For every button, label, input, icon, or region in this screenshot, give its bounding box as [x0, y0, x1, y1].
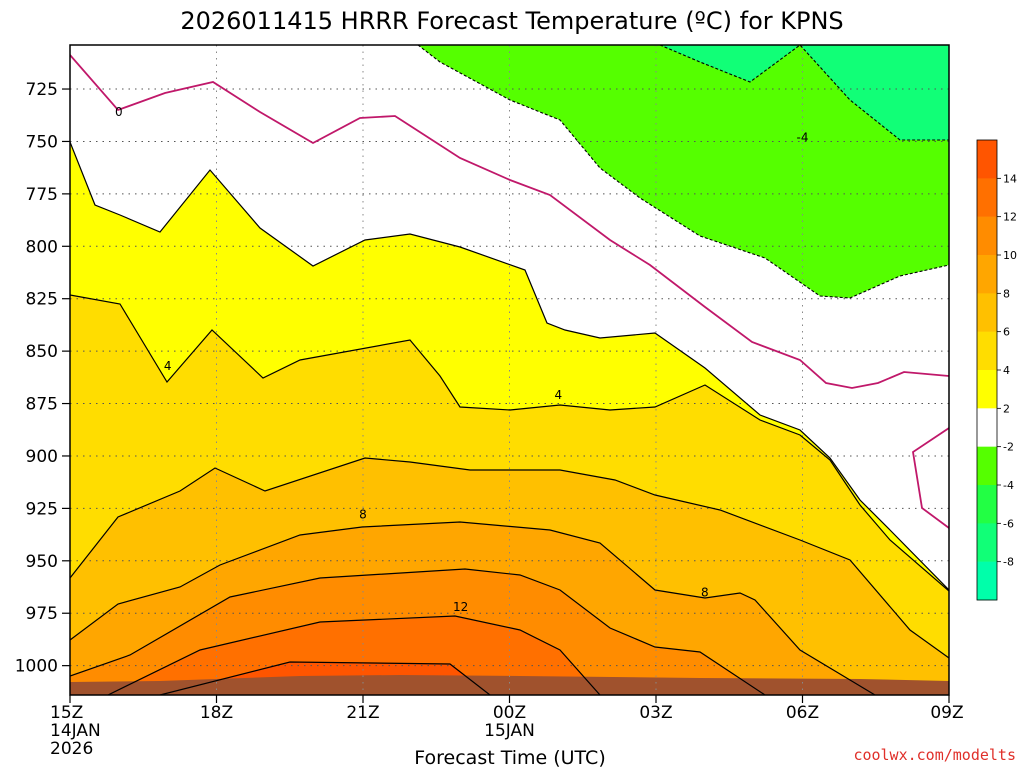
y-tick-label: 725 — [26, 80, 58, 100]
colorbar-tick-label: -6 — [1003, 517, 1014, 530]
colorbar-tick-label: -2 — [1003, 441, 1014, 454]
contour-labels: 0 4 4 8 12 8 -4 — [115, 105, 808, 614]
y-tick-label: 800 — [26, 237, 58, 257]
x-axis-label: Forecast Time (UTC) — [414, 747, 605, 768]
colorbar-tick-label: 8 — [1003, 287, 1010, 300]
x-tick-label: 15Z — [50, 703, 83, 723]
colorbar-swatch — [977, 408, 997, 447]
contour-line-zero — [70, 54, 949, 389]
y-tick-label: 850 — [26, 342, 58, 362]
y-tick-label: 750 — [26, 132, 58, 152]
x-tick-label: 09Z — [930, 703, 963, 723]
colorbar-swatch — [977, 178, 997, 217]
x-tick-label: 21Z — [346, 703, 379, 723]
x-tick-label: 00Z — [493, 703, 526, 723]
colorbar-tick-label: -4 — [1003, 479, 1014, 492]
y-tick-label: 975 — [26, 604, 58, 624]
fill-tn4 — [418, 45, 949, 298]
colorbar-swatch — [977, 485, 997, 524]
colorbar-tick-label: -8 — [1003, 556, 1014, 569]
y-tick-label: 825 — [26, 290, 58, 310]
x-tick-sublabel: 15JAN — [484, 721, 535, 741]
x-tick-sublabel: 14JAN — [50, 721, 101, 741]
contour-label: 4 — [555, 388, 563, 402]
colorbar: 14 12 10 8 6 4 2 -2 -4 -6 -8 — [976, 139, 1017, 601]
colorbar-swatch — [977, 331, 997, 371]
colorbar-swatch — [977, 370, 997, 409]
x-tick-label: 06Z — [786, 703, 819, 723]
colorbar-swatch — [977, 293, 997, 332]
contour-line-t2 — [70, 141, 949, 591]
colorbar-tick-label: 14 — [1003, 172, 1017, 185]
x-tick-label: 03Z — [639, 703, 672, 723]
ground-terrain — [70, 675, 949, 695]
colorbar-swatch — [977, 446, 997, 486]
contour-line-t10 — [70, 568, 766, 695]
credit-text: coolwx.com/modelts — [853, 746, 1016, 764]
y-tick-label: 925 — [26, 499, 58, 519]
chart-title: 2026011415 HRRR Forecast Temperature (ºC… — [180, 7, 843, 35]
y-tick-label: 875 — [26, 395, 58, 415]
contour-line-zero-b — [912, 427, 949, 529]
contour-line-tn6 — [659, 45, 949, 141]
contour-line-t12 — [107, 615, 601, 695]
contour-line-t8 — [70, 521, 876, 695]
colorbar-tick-label: 6 — [1003, 326, 1010, 339]
y-tick-label: 1000 — [15, 657, 58, 677]
y-tick-label: 900 — [26, 447, 58, 467]
colorbar-tick-label: 12 — [1003, 211, 1017, 224]
contour-label: 4 — [164, 359, 172, 373]
y-tick-label: 775 — [26, 185, 58, 205]
contour-line-t4 — [70, 294, 949, 592]
x-tick-label: 18Z — [200, 703, 233, 723]
contour-line-t6 — [70, 457, 949, 659]
y-tick-label: 950 — [26, 552, 58, 572]
contour-label: 8 — [701, 585, 709, 599]
colorbar-tick-label: 4 — [1003, 364, 1010, 377]
fill-t12 — [108, 616, 600, 695]
colorbar-tick-label: 2 — [1003, 402, 1010, 415]
contour-line-t14 — [159, 661, 491, 695]
colorbar-swatch — [977, 255, 997, 294]
colorbar-swatch — [977, 216, 997, 256]
contour-label: 12 — [453, 600, 468, 614]
fill-tn6 — [660, 45, 949, 140]
colorbar-swatch — [977, 523, 997, 562]
x-tick-sublabel: 2026 — [50, 739, 93, 759]
contour-lines — [70, 45, 949, 695]
contour-label: 8 — [359, 508, 367, 522]
colorbar-tick-label: 10 — [1003, 249, 1017, 262]
colorbar-swatch — [977, 140, 997, 179]
contour-label: -4 — [797, 130, 809, 144]
contour-label: 0 — [115, 105, 123, 119]
y-axis-ticks: 725 750 775 800 825 850 875 900 925 950 975 1000 — [15, 80, 70, 677]
colorbar-swatch — [977, 561, 997, 601]
temperature-fill-regions — [70, 45, 949, 695]
